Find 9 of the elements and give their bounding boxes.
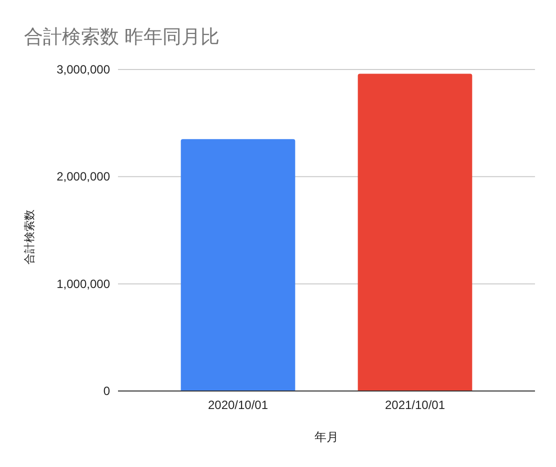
y-tick-label: 0	[103, 384, 110, 398]
chart-title: 合計検索数 昨年同月比	[24, 27, 220, 48]
y-tick-label: 2,000,000	[56, 170, 110, 184]
x-tick-label: 2021/10/01	[384, 398, 446, 412]
x-tick-label: 2020/10/01	[208, 398, 268, 412]
y-tick-label: 1,000,000	[56, 276, 110, 291]
y-axis-title: 合計検索数	[23, 210, 36, 264]
y-tick-label: 3,000,000	[56, 62, 110, 76]
x-axis-title: 年月	[314, 430, 338, 444]
